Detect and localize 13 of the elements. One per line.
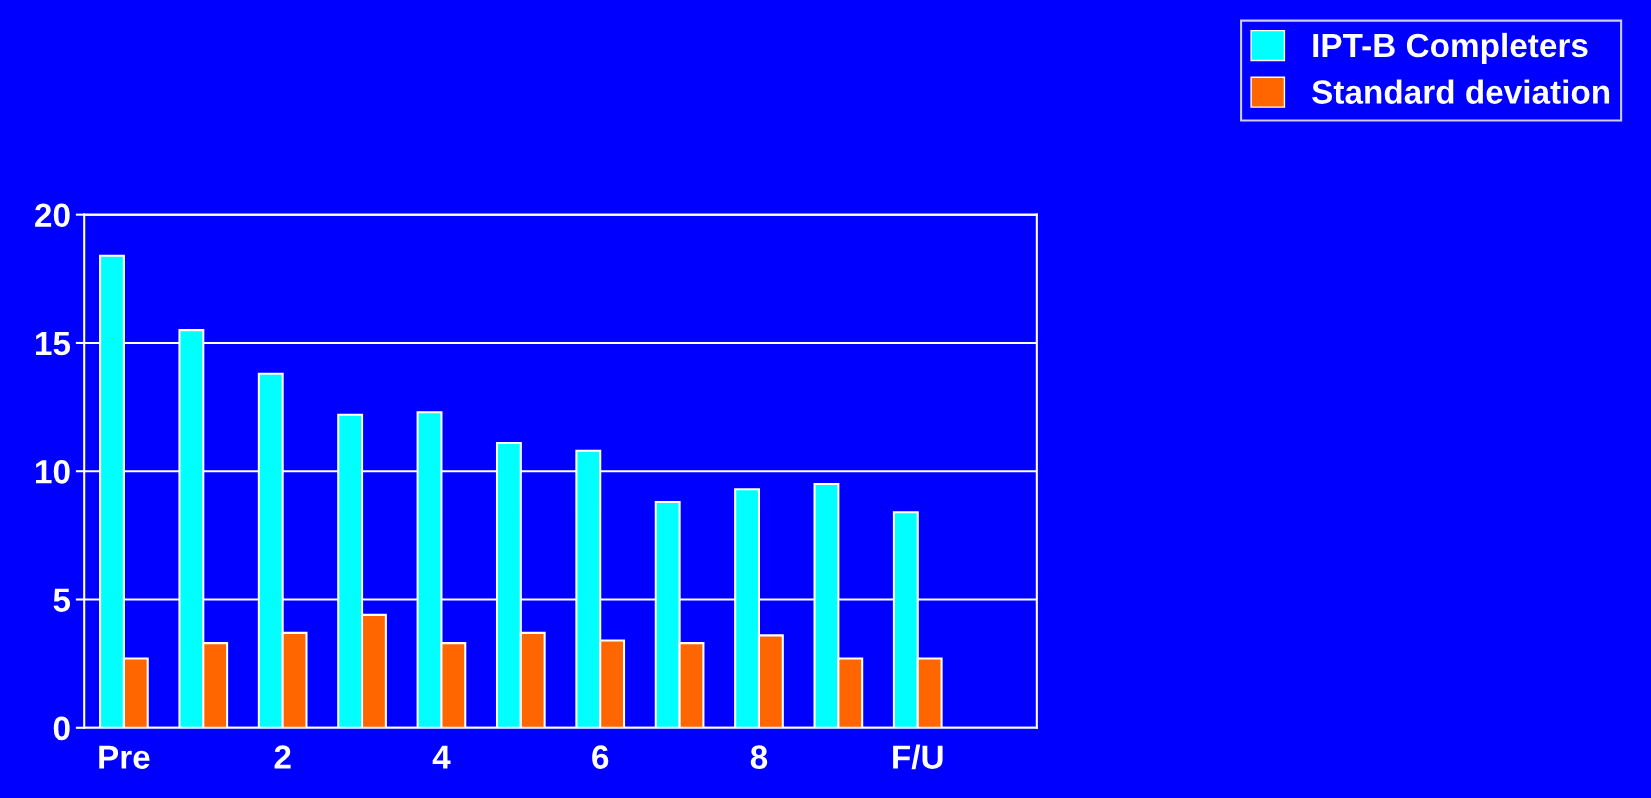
y-tick-label: 15: [36, 332, 71, 356]
x-tick-label: 6: [592, 745, 609, 769]
legend-label: IPT-B Completers: [1313, 32, 1588, 64]
x-tick-label: 8: [750, 745, 768, 769]
x-tick-label: Pre: [99, 745, 150, 769]
x-tick-label: 2: [274, 745, 291, 769]
y-tick-label: 20: [35, 203, 70, 228]
y-tick-label: 5: [53, 588, 71, 612]
x-tick-label: F/U: [893, 744, 943, 770]
y-tick-label: 10: [36, 460, 70, 484]
legend-label: Standard deviation: [1312, 79, 1610, 104]
x-tick-label: 4: [432, 745, 451, 769]
y-tick-label: 0: [53, 716, 70, 741]
